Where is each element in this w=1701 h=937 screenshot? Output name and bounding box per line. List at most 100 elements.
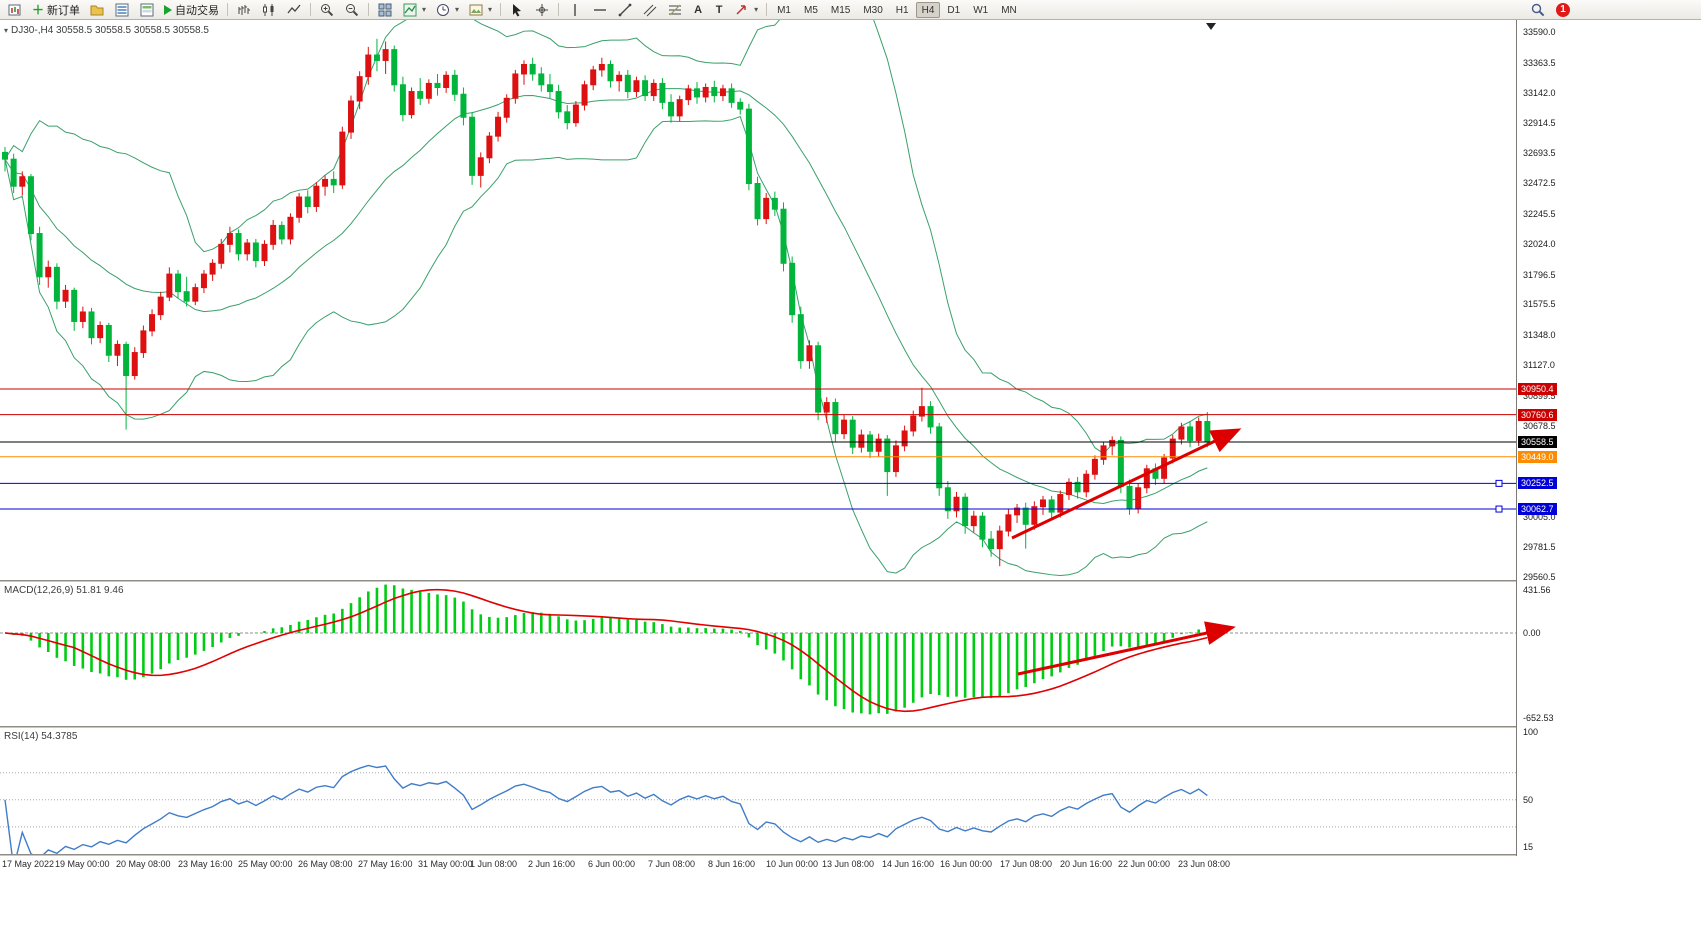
clock-glyph bbox=[437, 3, 450, 16]
timeframe-H4[interactable]: H4 bbox=[915, 1, 941, 18]
price-tick-label: 32472.5 bbox=[1523, 178, 1556, 189]
new-chart-icon[interactable] bbox=[3, 1, 27, 19]
indicator-tick-label: 100 bbox=[1523, 727, 1539, 738]
time-label: 26 May 08:00 bbox=[298, 859, 353, 869]
channel-icon[interactable] bbox=[638, 1, 662, 19]
indicators-glyph bbox=[403, 3, 417, 16]
macd-indicator-label[interactable]: MACD(12,26,9) 51.81 9.46 bbox=[4, 585, 124, 596]
toolbar-separator bbox=[558, 3, 560, 16]
time-label: 27 May 16:00 bbox=[358, 859, 413, 869]
trend-arrow[interactable] bbox=[1017, 621, 1236, 676]
toolbar-separator bbox=[310, 3, 312, 16]
toolbar-separator bbox=[227, 3, 229, 16]
text-tool-letter: A bbox=[694, 3, 703, 16]
macd-signal-line bbox=[4, 588, 1208, 713]
templates-icon[interactable]: ▾ bbox=[464, 1, 496, 19]
indicator-tick-label: 0.00 bbox=[1523, 627, 1541, 638]
chart-expander-icon[interactable]: ▾ bbox=[4, 26, 9, 35]
line-chart-glyph bbox=[287, 4, 301, 13]
timeframe-M15[interactable]: M15 bbox=[830, 4, 851, 16]
panel-splitter[interactable] bbox=[0, 580, 1701, 582]
timeframe-M30[interactable]: M30 bbox=[863, 4, 883, 16]
data-window-icon[interactable] bbox=[135, 1, 159, 19]
main-toolbar: ＋ 新订单 自动交易 bbox=[0, 0, 1701, 20]
search-glyph bbox=[1531, 3, 1545, 16]
zoom-out-icon[interactable] bbox=[340, 1, 364, 19]
toolbar-separator bbox=[368, 3, 370, 16]
autotrading-label: 自动交易 bbox=[175, 4, 220, 17]
price-tick-label: 31796.5 bbox=[1523, 269, 1556, 280]
symbol-ohlc-label[interactable]: ▾ DJ30-,H4 30558.5 30558.5 30558.5 30558… bbox=[4, 25, 209, 36]
symbol-ohlc-text: DJ30-,H4 30558.5 30558.5 30558.5 30558.5 bbox=[11, 25, 209, 36]
candlestick-chart-icon[interactable] bbox=[257, 1, 281, 19]
indicators-icon[interactable]: ▾ bbox=[398, 1, 430, 19]
time-label: 2 Jun 16:00 bbox=[528, 859, 576, 869]
profiles-icon[interactable] bbox=[85, 1, 109, 19]
indicator-tick-label: 431.56 bbox=[1523, 585, 1551, 595]
rsi-chart-canvas[interactable] bbox=[0, 728, 1516, 854]
time-label: 6 Jun 00:00 bbox=[588, 859, 636, 869]
plus-icon: ＋ bbox=[32, 2, 45, 17]
time-label: 20 May 08:00 bbox=[116, 859, 171, 869]
vertical-line-glyph bbox=[574, 3, 576, 16]
time-label: 22 Jun 00:00 bbox=[1118, 859, 1171, 869]
cursor-icon[interactable] bbox=[505, 1, 529, 19]
horizontal-line-icon[interactable] bbox=[588, 1, 612, 19]
timeframe-H1[interactable]: H1 bbox=[895, 4, 909, 16]
tile-windows-icon[interactable] bbox=[373, 1, 397, 19]
level-price-label: 30252.5 bbox=[1518, 477, 1557, 490]
label-tool-letter: T bbox=[715, 3, 723, 16]
panel-splitter[interactable] bbox=[0, 854, 1701, 856]
zoom-in-icon[interactable] bbox=[315, 1, 339, 19]
fibonacci-icon[interactable] bbox=[663, 1, 687, 19]
arrows-tool-icon[interactable]: ▾ bbox=[730, 1, 762, 19]
price-tick-label: 32693.5 bbox=[1523, 148, 1556, 159]
timeframe-M1[interactable]: M1 bbox=[777, 4, 791, 16]
panel-splitter[interactable] bbox=[0, 726, 1701, 728]
time-axis[interactable]: 17 May 2022 19 May 00:00 20 May 08:00 23 Ma… bbox=[0, 856, 1516, 937]
price-axis[interactable]: 33590.0 33363.5 33142.0 32914.5 32693.5 32472… bbox=[1516, 20, 1701, 856]
indicator-tick-label: 15 bbox=[1523, 842, 1534, 853]
text-label-tool-icon[interactable]: T bbox=[709, 1, 729, 19]
time-label: 17 May 2022 bbox=[2, 859, 55, 869]
timeframe-M5[interactable]: M5 bbox=[803, 4, 818, 16]
price-tick-label: 32914.5 bbox=[1523, 118, 1556, 129]
periods-icon[interactable]: ▾ bbox=[431, 1, 463, 19]
rsi-line bbox=[4, 764, 1208, 854]
market-watch-icon[interactable] bbox=[110, 1, 134, 19]
bar-chart-icon[interactable] bbox=[232, 1, 256, 19]
chevron-down-icon: ▾ bbox=[488, 5, 493, 14]
trend-arrow[interactable] bbox=[1011, 428, 1242, 540]
new-order-button[interactable]: ＋ 新订单 bbox=[28, 1, 84, 19]
price-tick-label: 33590.0 bbox=[1523, 27, 1556, 38]
shift-end-marker[interactable] bbox=[1206, 23, 1216, 30]
price-tick-label: 29781.5 bbox=[1523, 542, 1556, 553]
new-chart-glyph bbox=[8, 4, 21, 15]
price-tick-label: 30899.5 bbox=[1523, 390, 1556, 401]
tile-windows-glyph bbox=[378, 3, 392, 16]
search-icon[interactable] bbox=[1526, 1, 1550, 19]
trendline-icon[interactable] bbox=[613, 1, 637, 19]
new-order-label: 新订单 bbox=[47, 4, 81, 17]
timeframe-D1[interactable]: D1 bbox=[947, 4, 961, 16]
timeframe-MN[interactable]: MN bbox=[1001, 4, 1017, 16]
autotrading-button[interactable]: 自动交易 bbox=[160, 1, 223, 19]
vertical-line-icon[interactable] bbox=[563, 1, 587, 19]
bar-chart-glyph bbox=[238, 4, 251, 15]
crosshair-icon[interactable] bbox=[530, 1, 554, 19]
indicator-tick-label: -652.53 bbox=[1523, 713, 1554, 723]
text-tool-icon[interactable]: A bbox=[688, 1, 708, 19]
main-chart-canvas[interactable] bbox=[0, 20, 1516, 580]
line-chart-icon[interactable] bbox=[282, 1, 306, 19]
time-label: 25 May 00:00 bbox=[238, 859, 293, 869]
macd-chart-canvas[interactable] bbox=[0, 582, 1516, 726]
horizontal-levels[interactable] bbox=[0, 388, 1516, 513]
zoom-in-glyph bbox=[321, 3, 334, 16]
rsi-indicator-label[interactable]: RSI(14) 54.3785 bbox=[4, 731, 78, 742]
time-label: 17 Jun 08:00 bbox=[1000, 859, 1053, 869]
notification-badge[interactable]: 1 bbox=[1556, 2, 1570, 17]
price-tick-label: 30678.5 bbox=[1523, 420, 1556, 431]
timeframe-W1[interactable]: W1 bbox=[973, 4, 989, 16]
market-watch-glyph bbox=[115, 3, 129, 16]
